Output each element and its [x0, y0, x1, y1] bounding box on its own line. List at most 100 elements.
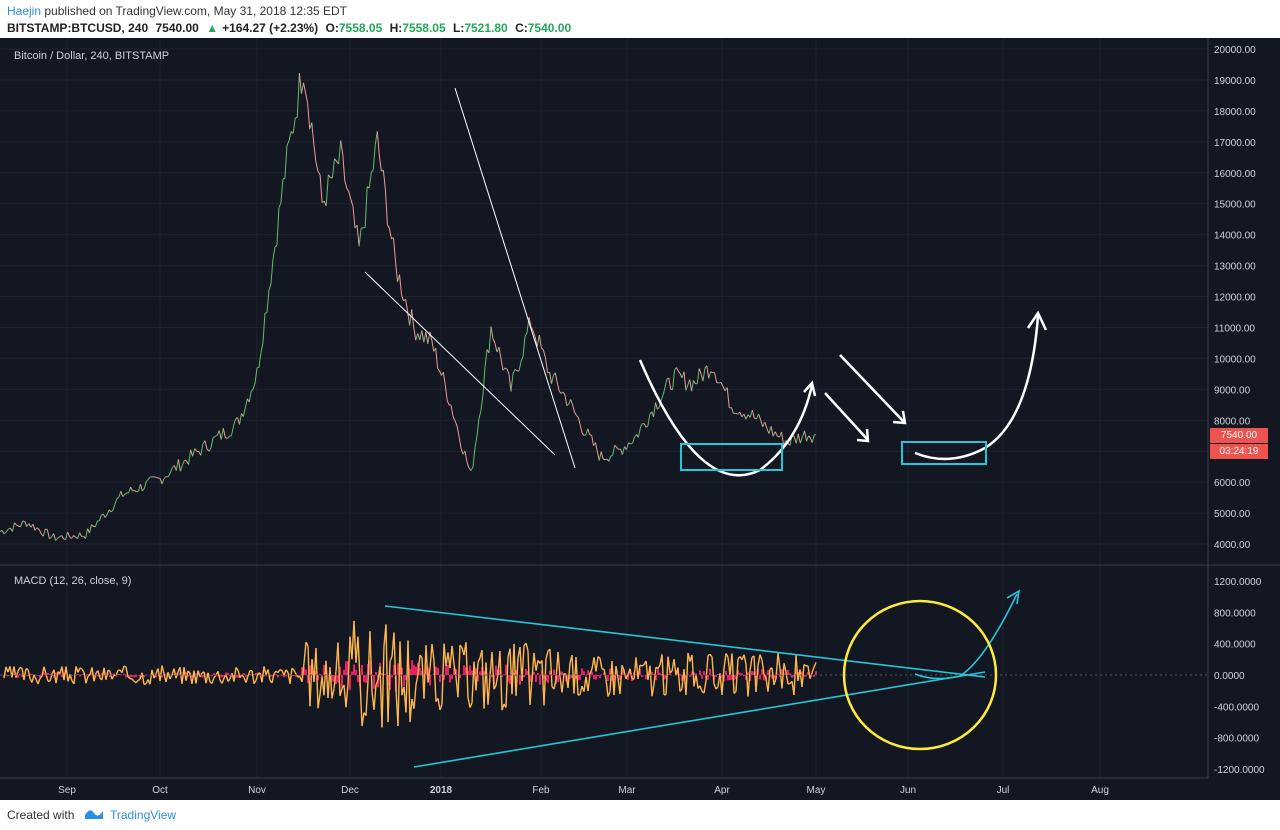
price-candle [444, 384, 448, 401]
price-candle [374, 131, 378, 145]
tradingview-brand[interactable]: TradingView [110, 808, 177, 822]
price-candle [518, 361, 522, 372]
chart-title: Bitcoin / Dollar, 240, BITSTAMP [14, 50, 170, 62]
macd-line [709, 653, 713, 658]
time-tick-label: Oct [152, 785, 168, 796]
trendline-upper [454, 87, 576, 469]
price-candle [395, 261, 399, 283]
macd-line [373, 684, 377, 710]
price-candle [372, 144, 376, 170]
open-label: O: [325, 21, 339, 35]
price-candle [417, 333, 421, 341]
macd-line [699, 685, 703, 692]
macd-line [397, 641, 401, 726]
macd-line [173, 668, 177, 679]
high-value: 7558.05 [402, 21, 446, 35]
price-candle [1, 530, 5, 535]
macd-line [645, 660, 649, 680]
price-candle [276, 207, 280, 246]
macd-line [745, 663, 749, 697]
price-candle [132, 489, 135, 492]
price-candle [506, 368, 510, 375]
price-candle [772, 431, 776, 437]
price-candle [46, 529, 50, 540]
macd-line [93, 672, 97, 682]
price-candle [163, 476, 167, 479]
macd-line [759, 654, 763, 661]
price-candle [409, 309, 413, 326]
chart-area[interactable]: 20000.00 19000.00 18000.00 17000.00 16000.00… [0, 38, 1280, 800]
price-candle [437, 368, 440, 372]
price-candle [161, 478, 165, 485]
price-candle [500, 358, 504, 371]
price-candle [124, 492, 128, 495]
macd-line [615, 666, 619, 679]
macd-line [261, 666, 265, 683]
macd-line [771, 667, 775, 685]
price-candle [266, 290, 270, 313]
price-candle [664, 378, 668, 388]
price-candle [612, 445, 616, 456]
price-candle [212, 435, 216, 439]
price-candle [806, 435, 809, 442]
macd-line [83, 672, 87, 684]
macd-line [151, 669, 155, 679]
price-candle [710, 371, 713, 374]
price-candle [610, 455, 613, 457]
price-candle [542, 349, 546, 358]
macd-line [575, 657, 579, 696]
price-candle [549, 372, 553, 385]
price-candle [783, 440, 787, 446]
macd-tick-label: 1200.0000 [1214, 577, 1262, 588]
macd-line [27, 669, 31, 679]
price-candle [675, 367, 679, 372]
macd-line [531, 652, 535, 679]
macd-line [767, 668, 771, 692]
price-candle [344, 180, 348, 189]
price-candle [278, 202, 282, 208]
macd-line [141, 672, 145, 685]
macd-line [731, 653, 735, 694]
macd-line [613, 666, 617, 696]
price-candle [730, 407, 734, 414]
price-candle [24, 521, 28, 527]
price-candle [340, 140, 344, 155]
price-candle [184, 459, 187, 462]
price-candle [639, 423, 643, 429]
macd-line [285, 669, 289, 673]
chart-canvas[interactable]: 20000.00 19000.00 18000.00 17000.00 16000.00… [0, 38, 1280, 800]
price-candle [384, 189, 388, 225]
publisher-link[interactable]: Haejin [7, 4, 42, 18]
time-tick-label: Jul [997, 785, 1010, 796]
price-candle [581, 432, 585, 436]
macd-line [653, 667, 657, 685]
macd-line [439, 703, 443, 711]
macd-line [331, 688, 335, 699]
up-arrow-icon: ▲ [206, 21, 219, 35]
price-candle [67, 531, 71, 537]
macd-line [811, 666, 815, 673]
price-candle [139, 483, 143, 492]
macd-line [241, 674, 245, 678]
price-candle [564, 394, 568, 406]
price-candle [26, 523, 30, 527]
price-candle [562, 391, 566, 395]
chart-header: Haejin published on TradingView.com, May… [0, 0, 1280, 38]
down-arrow-2 [824, 392, 869, 441]
macd-line [369, 631, 373, 692]
macd-line [637, 664, 641, 679]
macd-line [197, 670, 201, 678]
price-tick-label: 4000.00 [1214, 540, 1251, 551]
macd-trendline-lower [413, 671, 986, 768]
macd-line [429, 644, 433, 669]
macd-line [807, 665, 811, 679]
price-candle [643, 423, 647, 428]
price-candle [346, 188, 350, 193]
price-candle [572, 404, 575, 412]
price-tick-label: 17000.00 [1214, 138, 1256, 149]
macd-line [37, 678, 41, 685]
macd-line [347, 636, 351, 685]
price-candle [250, 388, 254, 392]
price-candle [342, 154, 346, 181]
price-candle [677, 370, 681, 375]
